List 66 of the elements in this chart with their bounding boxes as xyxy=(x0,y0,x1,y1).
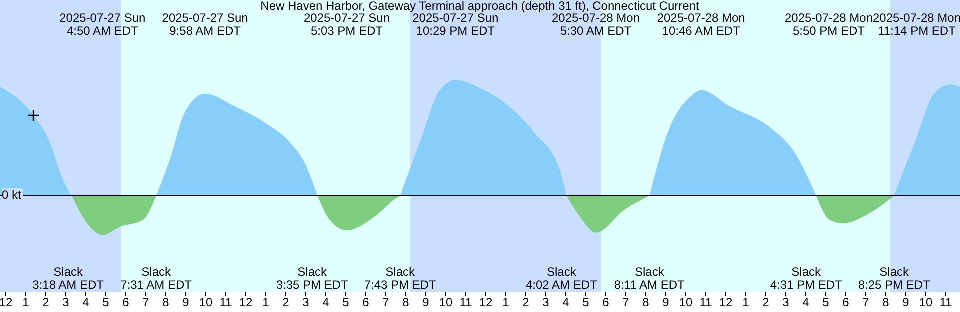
text: Slack 8:11 AM EDT xyxy=(614,265,685,292)
x-tick-label: 9 xyxy=(902,296,910,310)
x-tick-label: 8 xyxy=(402,296,410,310)
text: Slack 7:31 AM EDT xyxy=(120,265,192,292)
x-tick-label: 3 xyxy=(782,296,790,310)
x-tick-label: 10 xyxy=(919,296,933,310)
x-tick-label: 12 xyxy=(479,296,493,310)
text: 2025-07-28 Mon 5:30 AM EDT xyxy=(552,11,640,38)
x-tick-label: 1 xyxy=(262,296,270,310)
x-tick-label: 3 xyxy=(542,296,550,310)
x-tick-label: 10 xyxy=(199,296,213,310)
x-tick-label: 5 xyxy=(342,296,350,310)
x-tick-label: 2 xyxy=(522,296,530,310)
x-tick-label: 12 xyxy=(0,296,13,310)
x-tick-label: 3 xyxy=(62,296,70,310)
x-tick-label: 3 xyxy=(302,296,310,310)
x-tick-label: 8 xyxy=(162,296,170,310)
x-tick-label: 4 xyxy=(82,296,90,310)
x-tick-label: 10 xyxy=(679,296,693,310)
x-tick-label: 6 xyxy=(122,296,130,310)
x-tick-label: 11 xyxy=(460,296,473,310)
text: 2025-07-27 Sun 10:29 PM EDT xyxy=(412,11,499,38)
x-tick-label: 4 xyxy=(322,296,330,310)
x-tick-label: 6 xyxy=(362,296,370,310)
x-tick-label: 2 xyxy=(42,296,50,310)
text: 2025-07-28 Mon 10:46 AM EDT xyxy=(657,11,746,38)
x-tick-label: 7 xyxy=(862,296,870,310)
x-tick-label: 8 xyxy=(642,296,650,310)
x-tick-label: 7 xyxy=(142,296,150,310)
x-tick-label: 2 xyxy=(282,296,290,310)
x-tick-label: 9 xyxy=(662,296,670,310)
x-tick-label: 1 xyxy=(502,296,510,310)
text: Slack 7:43 PM EDT xyxy=(364,265,436,292)
x-tick-label: 5 xyxy=(822,296,830,310)
text: Slack 4:02 AM EDT xyxy=(526,265,598,292)
x-tick-label: 6 xyxy=(842,296,850,310)
x-tick-label: 12 xyxy=(239,296,253,310)
text: 2025-07-28 Mon 5:50 PM EDT xyxy=(784,11,874,38)
x-tick-label: 6 xyxy=(602,296,610,310)
x-tick-label: 11 xyxy=(700,296,713,310)
text: Slack 3:18 AM EDT xyxy=(32,265,104,292)
chart-title: New Haven Harbor, Gateway Terminal approach (depth 31 ft), Connecticut Current xyxy=(260,0,700,13)
text: 2025-07-27 Sun 9:58 AM EDT xyxy=(162,11,248,38)
x-tick-label: 4 xyxy=(562,296,570,310)
text: 2025-07-27 Sun 5:03 PM EDT xyxy=(304,11,390,38)
x-tick-label: 10 xyxy=(439,296,453,310)
x-tick-label: 12 xyxy=(719,296,733,310)
x-tick-label: 9 xyxy=(182,296,190,310)
text: Slack 3:35 PM EDT xyxy=(276,265,348,292)
text: 2025-07-27 Sun 4:50 AM EDT xyxy=(60,11,146,38)
text: Slack 8:25 PM EDT xyxy=(858,265,930,292)
text: Slack 4:31 PM EDT xyxy=(770,265,842,292)
text: 2025-07-28 Mon 11:14 PM EDT xyxy=(872,11,960,38)
x-tick-label: 2 xyxy=(762,296,770,310)
x-tick-label: 1 xyxy=(742,296,750,310)
ref-line-label: 0 kt xyxy=(2,188,24,202)
x-tick-label: 9 xyxy=(422,296,430,310)
x-tick-label: 4 xyxy=(802,296,810,310)
x-tick-label: 5 xyxy=(102,296,110,310)
x-tick-label: 7 xyxy=(622,296,630,310)
x-tick-label: 7 xyxy=(382,296,390,310)
x-tick-label: 1 xyxy=(22,296,30,310)
x-tick-label: 11 xyxy=(220,296,233,310)
x-tick-label: 11 xyxy=(940,296,953,310)
x-tick-label: 5 xyxy=(582,296,590,310)
x-tick-label: 8 xyxy=(882,296,890,310)
